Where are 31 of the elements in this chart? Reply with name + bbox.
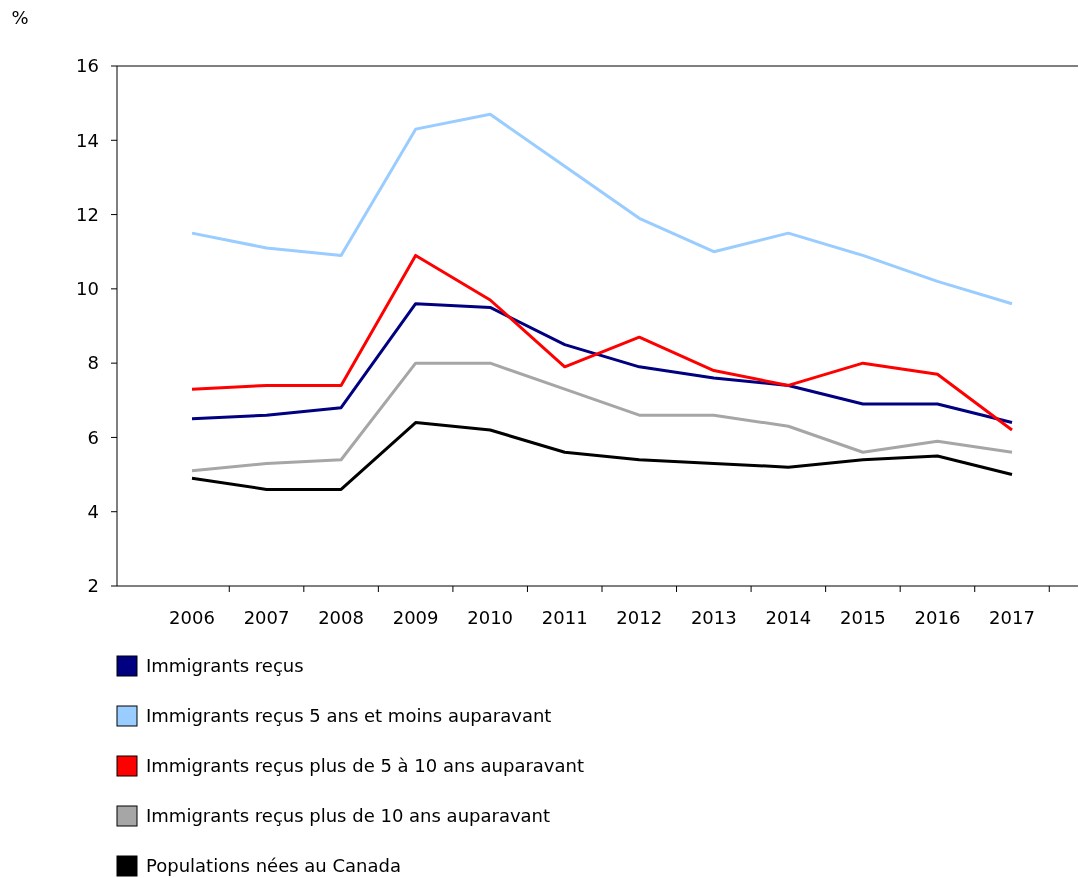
y-tick-label: 10 — [76, 278, 99, 300]
legend-label: Populations nées au Canada — [146, 855, 401, 876]
y-tick-label: 2 — [87, 575, 99, 597]
x-tick-label: 2013 — [690, 607, 737, 628]
x-tick-label: 2014 — [765, 607, 812, 628]
line-series — [190, 112, 1014, 306]
x-tick-label: 2016 — [914, 607, 961, 628]
legend-label: Immigrants reçus plus de 10 ans auparavant — [146, 805, 551, 826]
line-series — [190, 253, 1014, 432]
line-series — [190, 421, 1014, 491]
line-series — [190, 302, 1014, 425]
x-tick-label: 2017 — [989, 607, 1035, 628]
x-tick-label: 2009 — [392, 607, 439, 628]
x-tick-label: 2012 — [616, 607, 663, 628]
y-tick-label: 4 — [87, 501, 99, 523]
y-tick-label: 6 — [87, 426, 99, 448]
line-series — [190, 361, 1014, 473]
x-tick-label: 2015 — [840, 607, 886, 628]
legend-label: Immigrants reçus 5 ans et moins auparavant — [146, 705, 552, 726]
x-tick-label: 2006 — [169, 607, 215, 628]
y-tick-label: 14 — [76, 129, 99, 151]
x-tick-label: 2008 — [318, 607, 364, 628]
y-axis-title: % — [11, 7, 29, 28]
x-tick-label: 2010 — [467, 607, 514, 628]
legend-label: Immigrants reçus plus de 5 à 10 ans auparavant — [146, 755, 585, 776]
x-tick-label: 2007 — [243, 607, 290, 628]
y-tick-label: 16 — [76, 55, 99, 77]
y-tick-label: 8 — [87, 352, 99, 374]
x-tick-label: 2011 — [541, 607, 588, 628]
y-tick-label: 12 — [76, 203, 99, 225]
legend-label: Immigrants reçus — [146, 655, 304, 676]
